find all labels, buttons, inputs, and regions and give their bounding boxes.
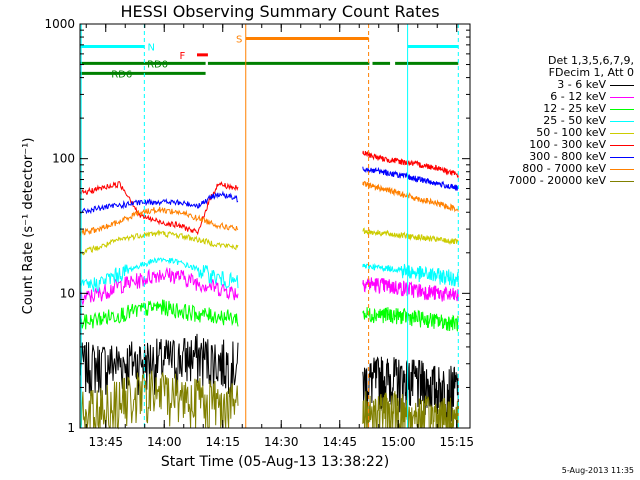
legend-header-line-1: Det 1,3,5,6,7,9, <box>547 54 634 67</box>
x-axis-label: Start Time (05-Aug-13 13:38:22) <box>160 454 390 470</box>
x-tick-label: 13:45 <box>88 435 123 449</box>
flag-label-s: S <box>236 35 242 46</box>
legend-item: 12 - 25 keV <box>476 103 634 115</box>
legend-item-label: 50 - 100 keV <box>536 126 606 139</box>
legend-item-label: 7000 - 20000 keV <box>508 174 606 187</box>
series-3-post-line <box>362 262 459 287</box>
chart-title: HESSI Observing Summary Count Rates <box>120 2 440 21</box>
series-7-post-line <box>362 180 459 213</box>
legend-item-swatch <box>610 132 634 134</box>
series-1 <box>79 266 459 307</box>
legend-item-swatch <box>610 96 634 98</box>
legend-item-swatch <box>610 144 634 146</box>
legend-item-swatch <box>610 108 634 110</box>
legend-item-swatch <box>610 180 634 182</box>
series-2 <box>79 299 459 332</box>
x-tick-label: 14:15 <box>205 435 240 449</box>
flag-layer: N F S RD0 RD6 <box>80 35 459 80</box>
series-1-post-line <box>362 277 459 302</box>
x-tick-label: 15:15 <box>439 435 474 449</box>
series-3-pre-line <box>79 257 239 293</box>
y-tick-label: 10 <box>60 286 75 300</box>
legend-item: 7000 - 20000 keV <box>476 175 634 187</box>
legend-item: 25 - 50 keV <box>476 115 634 127</box>
legend-item: 50 - 100 keV <box>476 127 634 139</box>
legend-item: 300 - 800 keV <box>476 151 634 163</box>
legend: Det 1,3,5,6,7,9, FDecim 1, Att 0 3 - 6 k… <box>476 55 634 187</box>
series-2-post-line <box>362 307 459 332</box>
series-8-pre-line <box>79 370 239 430</box>
vline-layer <box>80 24 459 428</box>
legend-item-label: 3 - 6 keV <box>557 78 606 91</box>
series-4 <box>79 227 459 256</box>
x-tick-label: 14:00 <box>147 435 182 449</box>
series-1-pre-line <box>79 266 239 307</box>
legend-item-label: 25 - 50 keV <box>543 114 606 127</box>
legend-item-swatch <box>610 156 634 158</box>
series-8 <box>79 370 459 430</box>
legend-item-swatch <box>610 168 634 170</box>
legend-item-label: 100 - 300 keV <box>529 138 606 151</box>
series-5-post-line <box>362 150 459 179</box>
legend-item-swatch <box>610 120 634 122</box>
y-axis-label: Count Rate (s⁻¹ detector⁻¹) <box>21 138 36 315</box>
series-3 <box>79 257 459 293</box>
legend-item: 800 - 7000 keV <box>476 163 634 175</box>
series-5 <box>79 150 459 236</box>
legend-item: 3 - 6 keV <box>476 79 634 91</box>
y-tick-label: 100 <box>52 152 75 166</box>
series-7-pre-line <box>79 206 239 236</box>
flag-label-rd6: RD6 <box>111 69 132 80</box>
legend-item-label: 6 - 12 keV <box>550 90 606 103</box>
legend-item-label: 12 - 25 keV <box>543 102 606 115</box>
plot-frame <box>79 23 471 429</box>
flag-label-f: F <box>179 51 185 62</box>
series-4-pre-line <box>79 229 239 256</box>
legend-item-swatch <box>610 84 634 86</box>
legend-item: 6 - 12 keV <box>476 91 634 103</box>
series-0 <box>79 333 459 423</box>
series-0-pre-line <box>79 333 239 398</box>
flag-label-n: N <box>147 43 154 54</box>
legend-rows: 3 - 6 keV 6 - 12 keV 12 - 25 keV 25 - 50 ke… <box>476 79 634 187</box>
x-tick-label: 14:30 <box>264 435 299 449</box>
series-7 <box>79 180 459 236</box>
series-6-pre-line <box>79 190 239 215</box>
series-layer <box>79 150 459 430</box>
legend-header-line-2: FDecim 1, Att 0 <box>548 66 634 79</box>
series-6 <box>79 166 459 215</box>
y-tick-label: 1000 <box>44 17 75 31</box>
series-2-pre-line <box>79 299 239 330</box>
x-tick-label: 15:00 <box>381 435 416 449</box>
legend-item: 100 - 300 keV <box>476 139 634 151</box>
flag-label-rd0: RD0 <box>147 59 168 70</box>
axes-layer: 1 10 100 1000 13:45 14:00 14:15 14:30 14:45 15:00… <box>21 17 474 449</box>
x-tick-label: 14:45 <box>322 435 357 449</box>
y-tick-label: 1 <box>67 421 75 435</box>
legend-item-label: 800 - 7000 keV <box>522 162 606 175</box>
series-4-post-line <box>362 227 459 246</box>
footer-timestamp: 5-Aug-2013 11:35 <box>561 466 634 475</box>
legend-item-label: 300 - 800 keV <box>529 150 606 163</box>
series-6-post-line <box>362 166 459 191</box>
series-0-post-line <box>362 356 459 423</box>
